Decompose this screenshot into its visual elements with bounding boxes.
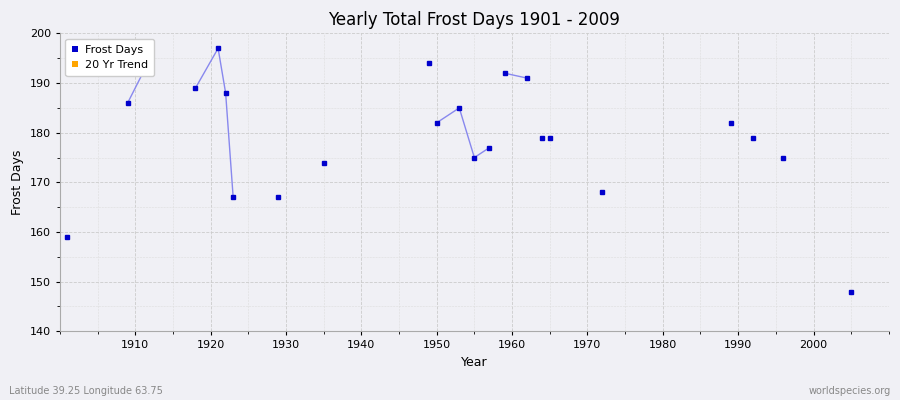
Y-axis label: Frost Days: Frost Days xyxy=(11,150,24,215)
X-axis label: Year: Year xyxy=(461,356,488,369)
Text: Latitude 39.25 Longitude 63.75: Latitude 39.25 Longitude 63.75 xyxy=(9,386,163,396)
Legend: Frost Days, 20 Yr Trend: Frost Days, 20 Yr Trend xyxy=(66,39,154,76)
Title: Yearly Total Frost Days 1901 - 2009: Yearly Total Frost Days 1901 - 2009 xyxy=(328,11,620,29)
Text: worldspecies.org: worldspecies.org xyxy=(809,386,891,396)
